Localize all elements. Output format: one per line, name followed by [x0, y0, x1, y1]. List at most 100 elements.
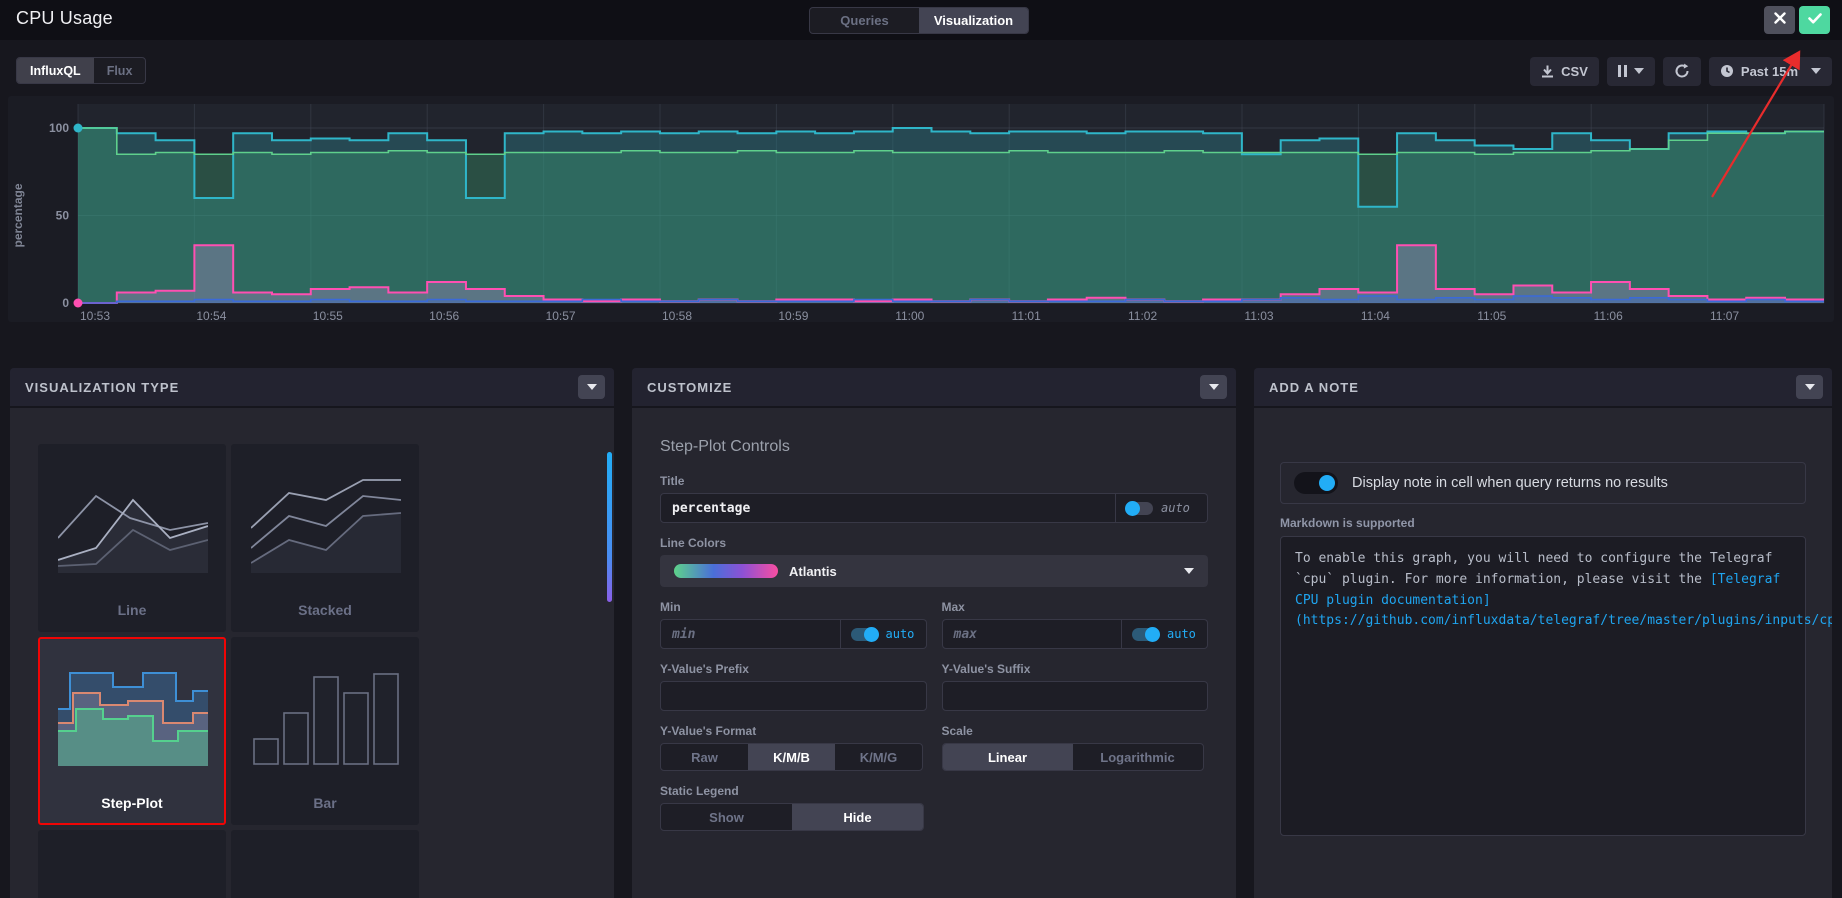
step-plot-chart[interactable]: 10:53 10:54 10:55 10:56 10:57 10:58 10:59 11:00… [8, 96, 1834, 323]
csv-label: CSV [1561, 63, 1588, 79]
viz-card-label: Bar [313, 795, 337, 811]
add-note-body: Display note in cell when query returns … [1254, 408, 1832, 836]
panel-title: VISUALIZATION TYPE [25, 379, 180, 395]
format-kmb-option[interactable]: K/M/B [748, 744, 835, 770]
cancel-button[interactable] [1764, 6, 1795, 34]
note-visibility-toggle[interactable] [1294, 472, 1338, 494]
refresh-button[interactable] [1662, 56, 1701, 86]
color-scale-swatch [674, 564, 778, 578]
title-field-label: Title [660, 474, 685, 488]
scale-radio-group: Linear Logarithmic [941, 743, 1204, 771]
checkmark-icon [1807, 11, 1822, 29]
toggle-on-icon [850, 626, 879, 642]
note-visibility-setting: Display note in cell when query returns … [1280, 462, 1806, 504]
svg-text:11:04: 11:04 [1361, 309, 1390, 322]
note-link-text: [Telegraf CPU plugin documentation](http… [1295, 571, 1832, 629]
tab-flux[interactable]: Flux [106, 63, 133, 78]
close-icon [1773, 11, 1786, 29]
svg-text:percentage: percentage [11, 183, 25, 247]
bar-graph-icon [253, 673, 399, 765]
svg-text:10:59: 10:59 [778, 309, 808, 322]
legend-hide-option[interactable]: Hide [792, 804, 923, 830]
customize-body: Step-Plot Controls Title percentage auto… [632, 408, 1236, 831]
visualization-type-header: VISUALIZATION TYPE [10, 368, 614, 408]
add-note-panel: ADD A NOTE Display note in cell when que… [1254, 368, 1832, 898]
svg-text:11:02: 11:02 [1128, 309, 1157, 322]
legend-show-option[interactable]: Show [709, 809, 744, 825]
line-colors-dropdown[interactable]: Atlantis [660, 555, 1208, 587]
y-format-radio-group: Raw K/M/B K/M/G [660, 743, 923, 771]
svg-text:50: 50 [56, 209, 70, 223]
collapse-panel-button[interactable] [578, 375, 605, 399]
min-label: Min [660, 600, 681, 614]
suffix-label: Y-Value's Suffix [941, 662, 1031, 676]
svg-text:10:53: 10:53 [80, 309, 110, 322]
svg-text:10:56: 10:56 [429, 309, 459, 322]
prefix-label: Y-Value's Prefix [660, 662, 749, 676]
svg-text:11:07: 11:07 [1710, 309, 1739, 322]
viz-card-bar[interactable]: Bar [231, 637, 419, 825]
svg-text:11:06: 11:06 [1594, 309, 1623, 322]
pause-refresh-dropdown[interactable] [1606, 56, 1655, 86]
prefix-input[interactable] [660, 681, 927, 711]
title-input[interactable]: percentage [660, 493, 1116, 523]
scale-linear-option[interactable]: Linear [942, 744, 1073, 770]
panel-scrollbar[interactable] [607, 452, 612, 602]
svg-text:10:57: 10:57 [546, 309, 576, 322]
page-title: CPU Usage [16, 8, 113, 28]
chevron-down-icon [1811, 68, 1821, 74]
chart-canvas: 10:53 10:54 10:55 10:56 10:57 10:58 10:59 11:00… [11, 104, 1825, 323]
line-colors-label: Line Colors [660, 536, 727, 550]
format-kmg-option[interactable]: K/M/G [859, 749, 898, 765]
auto-label: auto [1167, 627, 1196, 641]
time-range-dropdown[interactable]: Past 15m [1708, 56, 1832, 86]
confirm-button[interactable] [1799, 6, 1830, 34]
editor-mode-tabs: Queries Visualization [809, 7, 1029, 34]
static-legend-label: Static Legend [660, 784, 739, 798]
note-textarea[interactable]: To enable this graph, you will need to c… [1280, 536, 1832, 836]
pause-icon [1617, 65, 1627, 77]
stacked-graph-icon [251, 479, 401, 573]
panel-title: CUSTOMIZE [647, 379, 733, 395]
viz-card-step-plot[interactable]: Step-Plot [38, 637, 226, 825]
viz-card-stacked[interactable]: Stacked [231, 444, 419, 632]
scale-log-option[interactable]: Logarithmic [1100, 749, 1175, 765]
svg-text:10:58: 10:58 [662, 309, 692, 322]
clock-icon [1720, 64, 1734, 78]
svg-text:10:54: 10:54 [196, 309, 226, 322]
svg-text:11:00: 11:00 [895, 309, 924, 322]
max-input[interactable]: max [941, 619, 1122, 649]
viz-card-label: Step-Plot [101, 795, 163, 811]
min-input[interactable]: min [660, 619, 841, 649]
svg-text:11:01: 11:01 [1012, 309, 1041, 322]
suffix-input[interactable] [941, 681, 1208, 711]
max-label: Max [941, 600, 965, 614]
add-note-header: ADD A NOTE [1254, 368, 1832, 408]
collapse-panel-button[interactable] [1200, 375, 1227, 399]
tab-influxql[interactable]: InfluxQL [17, 58, 94, 83]
viz-card-partial[interactable] [231, 830, 419, 898]
static-legend-radio-group: Show Hide [660, 803, 924, 831]
collapse-panel-button[interactable] [1796, 375, 1823, 399]
markdown-supported-label: Markdown is supported [1280, 516, 1415, 530]
max-auto-toggle[interactable]: auto [1122, 619, 1208, 649]
tab-queries[interactable]: Queries [840, 13, 889, 28]
format-label: Y-Value's Format [660, 724, 757, 738]
tab-visualization[interactable]: Visualization [919, 8, 1028, 33]
download-csv-button[interactable]: CSV [1530, 56, 1599, 86]
svg-text:11:05: 11:05 [1477, 309, 1506, 322]
customize-panel: CUSTOMIZE Step-Plot Controls Title perce… [632, 368, 1236, 898]
svg-text:11:03: 11:03 [1244, 309, 1273, 322]
viz-card-line[interactable]: Line [38, 444, 226, 632]
note-text: To enable this graph, you will need to c… [1295, 551, 1773, 587]
scale-label: Scale [941, 724, 973, 738]
title-auto-toggle[interactable]: auto [1116, 493, 1208, 523]
svg-text:0: 0 [62, 296, 69, 310]
visualization-type-body: Line Stacked [10, 408, 614, 898]
svg-text:100: 100 [49, 121, 69, 135]
toggle-off-icon [1125, 500, 1153, 516]
format-raw-option[interactable]: Raw [691, 749, 718, 765]
viz-card-partial[interactable] [38, 830, 226, 898]
min-auto-toggle[interactable]: auto [840, 619, 927, 649]
query-language-toggle: InfluxQL Flux [16, 57, 147, 84]
